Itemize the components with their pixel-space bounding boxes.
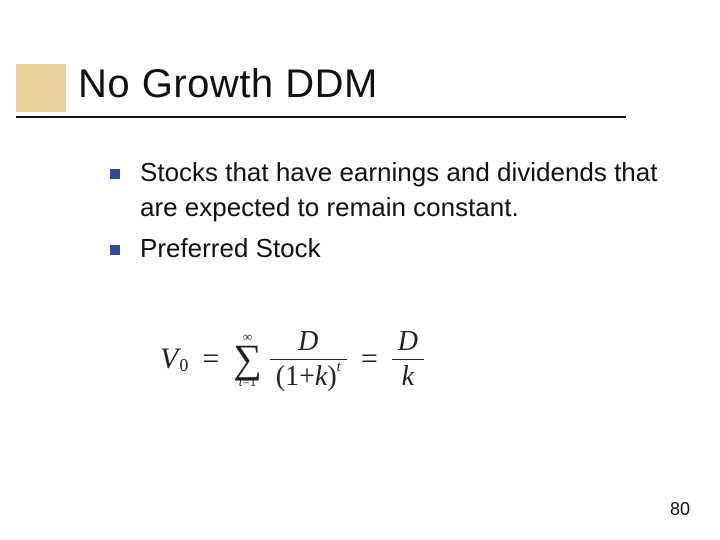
formula-lhs-sub: 0 <box>179 355 188 376</box>
sigma-symbol: ∑ <box>233 343 262 375</box>
fraction-1-numerator: D <box>292 325 324 359</box>
bullet-list: Stocks that have earnings and dividends … <box>110 155 670 272</box>
fraction-2: D k <box>392 325 424 394</box>
bullet-square-icon <box>110 245 120 255</box>
sigma-lower: t=1 <box>239 375 256 388</box>
fraction-2-numerator: D <box>392 325 424 359</box>
sigma-icon: ∞ ∑ t=1 <box>233 330 262 388</box>
bullet-text: Preferred Stock <box>140 231 321 266</box>
formula-row: V0 = ∞ ∑ t=1 D (1+k)t = D k <box>160 325 580 394</box>
slide: No Growth DDM Stocks that have earnings … <box>0 0 720 540</box>
formula-lhs-var: V <box>160 342 178 376</box>
title-accent-box <box>16 64 66 112</box>
bullet-text: Stocks that have earnings and dividends … <box>140 155 670 225</box>
page-number: 80 <box>670 499 690 520</box>
bullet-square-icon <box>110 169 120 179</box>
title-underline <box>16 116 626 118</box>
fraction-1-denominator: (1+k)t <box>270 360 347 394</box>
slide-title: No Growth DDM <box>78 62 378 107</box>
list-item: Stocks that have earnings and dividends … <box>110 155 670 225</box>
list-item: Preferred Stock <box>110 231 670 266</box>
formula: V0 = ∞ ∑ t=1 D (1+k)t = D k <box>160 325 580 394</box>
fraction-1: D (1+k)t <box>270 325 347 394</box>
equals-sign: = <box>202 342 219 376</box>
fraction-2-denominator: k <box>396 360 420 394</box>
equals-sign: = <box>361 342 378 376</box>
